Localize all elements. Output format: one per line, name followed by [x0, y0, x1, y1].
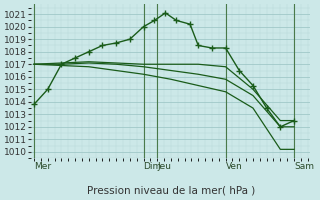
- Text: Dim: Dim: [143, 162, 162, 171]
- Text: Mer: Mer: [34, 162, 51, 171]
- Text: Sam: Sam: [294, 162, 314, 171]
- Text: Jeu: Jeu: [157, 162, 171, 171]
- Text: Ven: Ven: [226, 162, 242, 171]
- X-axis label: Pression niveau de la mer( hPa ): Pression niveau de la mer( hPa ): [87, 186, 255, 196]
